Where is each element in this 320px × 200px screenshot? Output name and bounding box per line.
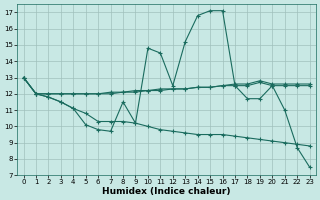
X-axis label: Humidex (Indice chaleur): Humidex (Indice chaleur) bbox=[102, 187, 231, 196]
